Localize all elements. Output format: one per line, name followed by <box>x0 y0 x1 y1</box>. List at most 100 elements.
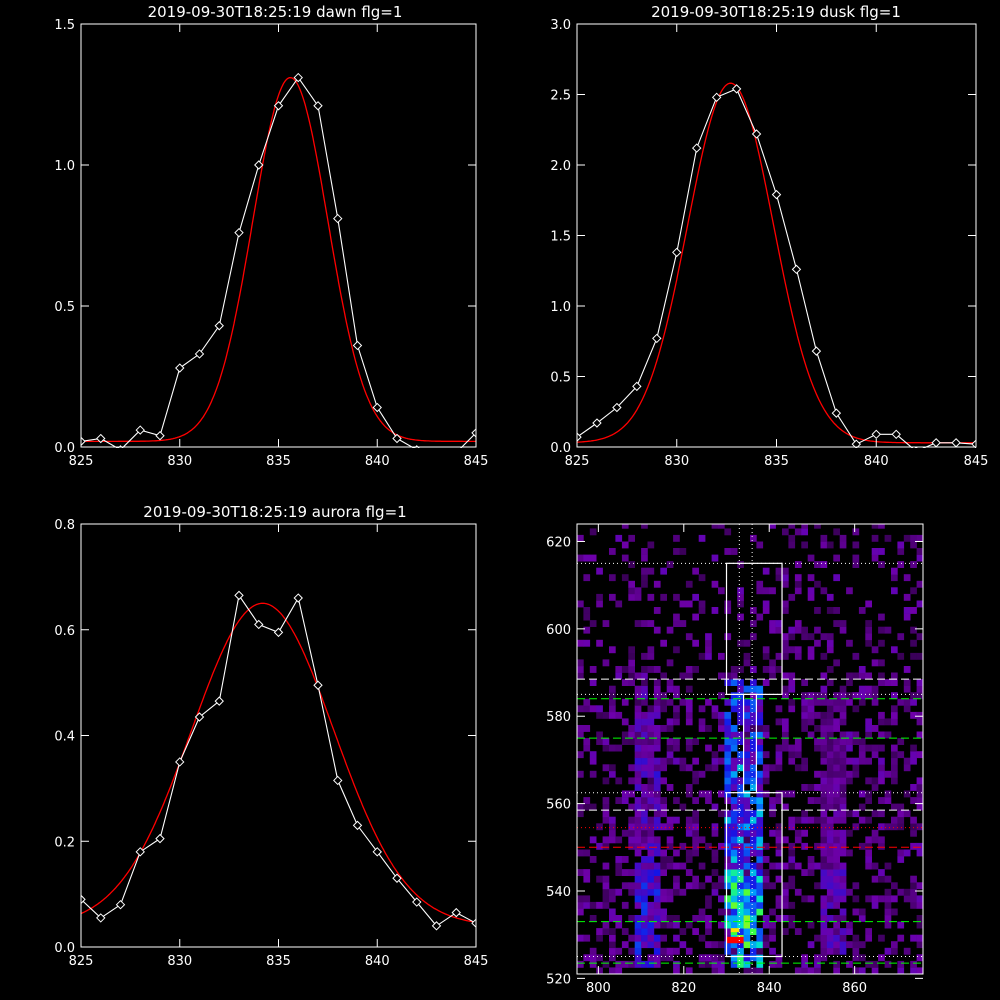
heatmap-cell <box>634 593 642 601</box>
heatmap-cell <box>891 823 898 831</box>
heatmap-cell <box>737 869 744 876</box>
heatmap-cell <box>775 954 783 962</box>
heatmap-cell <box>910 960 917 968</box>
heatmap-cell <box>641 960 648 968</box>
heatmap-cell <box>826 705 834 713</box>
heatmap-cell <box>679 803 687 811</box>
heatmap-cell <box>839 803 847 811</box>
heatmap-cell <box>858 908 866 916</box>
heatmap-cell <box>615 666 623 673</box>
heatmap-cell <box>839 698 847 706</box>
heatmap-cell <box>788 646 796 654</box>
heatmap-cell <box>839 836 847 844</box>
heatmap-cell <box>916 921 923 929</box>
heatmap-cell <box>833 574 840 582</box>
heatmap-cell <box>762 875 770 883</box>
heatmap-cell <box>596 731 603 739</box>
heatmap-cell <box>775 836 783 844</box>
heatmap-cell <box>685 947 693 955</box>
heatmap-cell <box>769 960 776 968</box>
heatmap-cell <box>871 685 879 693</box>
heatmap-cell <box>916 580 923 588</box>
heatmap-cell <box>794 561 802 568</box>
heatmap-cell <box>820 777 828 785</box>
heatmap-cell <box>750 816 757 824</box>
heatmap-cell <box>711 829 719 837</box>
heatmap-cell <box>788 921 796 929</box>
heatmap-cell <box>679 548 687 555</box>
heatmap-cell <box>750 620 757 627</box>
heatmap-cell <box>698 882 706 890</box>
heatmap-cell <box>666 744 674 752</box>
data-point <box>372 402 382 413</box>
data-point <box>115 899 126 910</box>
y-tick-label: 0.4 <box>54 730 75 745</box>
heatmap-cell <box>596 639 603 647</box>
heatmap-cell <box>673 613 680 621</box>
heatmap-cell <box>878 895 885 903</box>
heatmap-cell <box>621 960 629 968</box>
heatmap-cell <box>839 731 847 739</box>
heatmap-cell <box>884 901 892 909</box>
heatmap-cell <box>641 810 648 818</box>
heatmap-cell <box>910 751 917 759</box>
heatmap-cell <box>833 770 840 778</box>
heatmap-cell <box>628 960 635 968</box>
heatmap-cell <box>750 698 757 706</box>
heatmap-cell <box>730 856 738 863</box>
heatmap-cell <box>769 620 776 627</box>
heatmap-cell <box>647 836 655 844</box>
heatmap-cell <box>615 672 623 680</box>
heatmap-cell <box>891 803 898 811</box>
heatmap-cell <box>743 652 751 660</box>
heatmap-cell <box>833 875 840 883</box>
heatmap-cell <box>577 770 584 778</box>
heatmap-cell <box>577 659 584 667</box>
heatmap-cell <box>826 901 834 909</box>
heatmap-cell <box>602 659 610 667</box>
heatmap-cell <box>692 639 699 647</box>
heatmap-cell <box>871 960 879 968</box>
heatmap-cell <box>730 915 738 922</box>
heatmap-cell <box>724 777 732 785</box>
heatmap-cell <box>653 757 661 765</box>
heatmap-cell <box>858 607 866 614</box>
heatmap-cell <box>878 524 885 529</box>
heatmap-cell <box>692 593 699 601</box>
heatmap-cell <box>609 908 616 916</box>
heatmap-cell <box>666 718 674 726</box>
heatmap-cell <box>660 921 667 929</box>
heatmap-cell <box>878 679 885 686</box>
heatmap-cell <box>647 731 655 739</box>
heatmap-cell <box>807 574 815 582</box>
heatmap-cell <box>903 947 911 955</box>
heatmap-cell <box>916 934 923 942</box>
heatmap-cell <box>769 934 776 942</box>
heatmap-cell <box>750 685 757 693</box>
y-tick-label: 0.6 <box>54 624 75 639</box>
heatmap-cell <box>826 593 834 601</box>
heatmap-cell <box>756 941 764 949</box>
heatmap-cell <box>583 744 591 752</box>
heatmap-cell <box>653 921 661 929</box>
heatmap-cell <box>730 731 738 739</box>
heatmap-cell <box>615 869 623 876</box>
x-tick-label: 845 <box>464 954 489 969</box>
heatmap-cell <box>724 751 732 759</box>
heatmap-cell <box>647 744 655 752</box>
heatmap-cell <box>589 947 597 955</box>
heatmap-cell <box>801 764 808 772</box>
heatmap-cell <box>577 666 584 673</box>
data-point <box>96 433 106 444</box>
heatmap-cell <box>615 967 623 974</box>
heatmap-cell <box>685 672 693 680</box>
heatmap-cell <box>653 869 661 876</box>
heatmap-cell <box>884 797 892 804</box>
heatmap-cell <box>826 803 834 811</box>
heatmap-cell <box>910 829 917 837</box>
heatmap-cell <box>814 770 821 778</box>
heatmap-cell <box>852 738 860 745</box>
heatmap-cell <box>794 738 802 745</box>
heatmap-cell <box>634 810 642 818</box>
heatmap-cell <box>641 928 648 935</box>
